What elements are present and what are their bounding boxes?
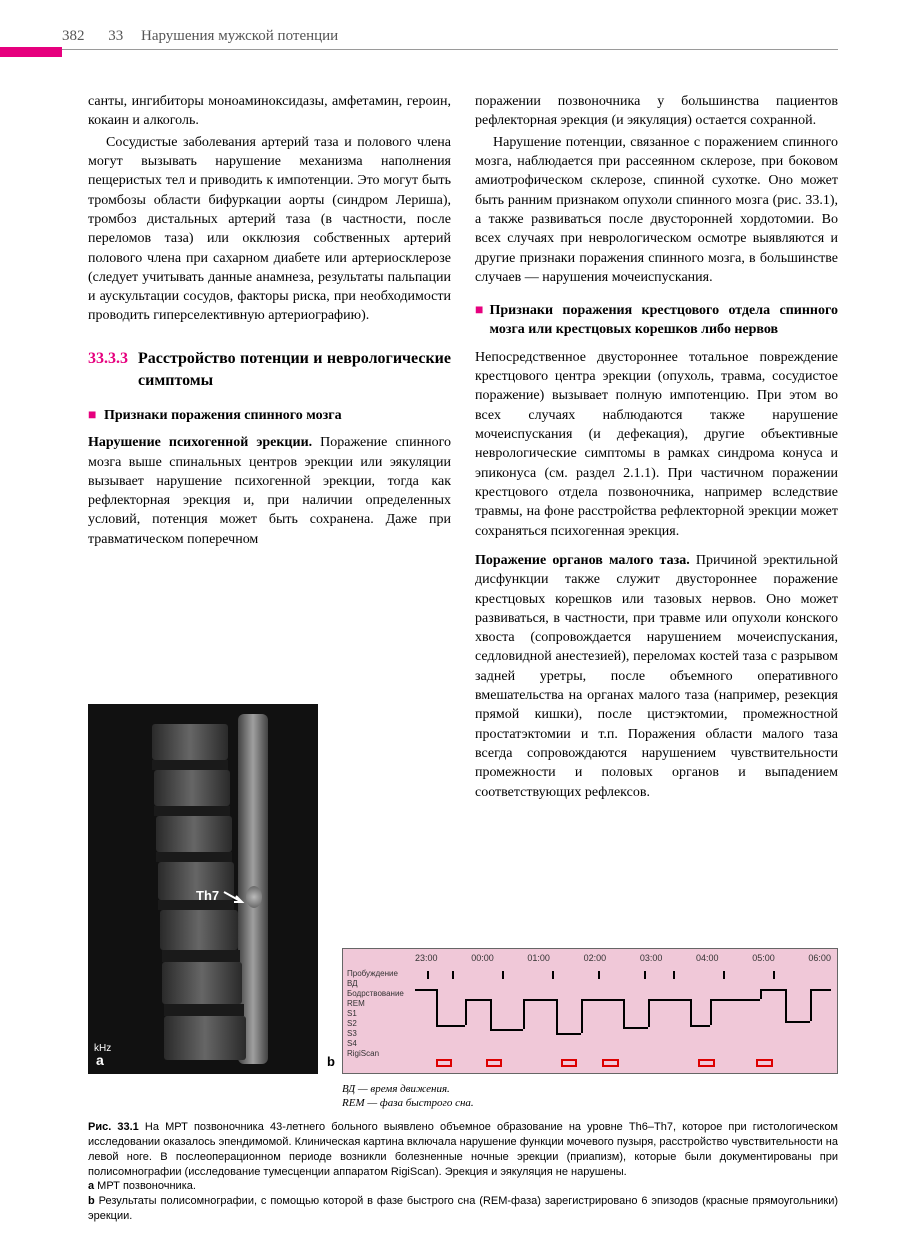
legend-line: REM — фаза быстрого сна.: [342, 1096, 474, 1110]
chart-time-axis: 23:0000:0001:0002:0003:0004:0005:0006:00: [415, 953, 831, 967]
figure-label-b: b: [327, 1054, 335, 1069]
page-header: 382 33 Нарушения мужской потенции: [62, 28, 838, 50]
subsection-title: Признаки поражения спинного мозга: [104, 406, 342, 425]
mri-image: Th7 kHz a: [88, 704, 318, 1074]
bullet-icon: ■: [475, 301, 483, 320]
subsection-heading: ■ Признаки поражения крестцового отдела …: [475, 301, 838, 340]
paragraph: Нарушение потенции, связанное с поражени…: [475, 133, 838, 288]
section-title: Расстройство потенции и неврологические …: [138, 348, 451, 392]
chart-y-labels: ПробуждениеВДБодрствованиеREMS1S2S3S4Rig…: [347, 969, 404, 1059]
polysomnography-chart: 23:0000:0001:0002:0003:0004:0005:0006:00…: [342, 948, 838, 1074]
text-columns: санты, ингибиторы моноаминоксидазы, амфе…: [88, 92, 838, 804]
chart-legend: ВД — время движения. REM — фаза быстрого…: [342, 1082, 474, 1111]
figure-label-a: a: [96, 1052, 104, 1068]
run-in-heading: Нарушение психогенной эрекции.: [88, 435, 312, 450]
paragraph: Нарушение психогенной эрекции. Поражение…: [88, 433, 451, 549]
subsection-title: Признаки поражения крестцового отдела сп…: [489, 301, 838, 340]
paragraph: Непосредственное двустороннее тотальное …: [475, 348, 838, 541]
figure-caption: Рис. 33.1 На МРТ позвоночника 43-летнего…: [88, 1120, 838, 1224]
paragraph: поражении позвоночника у большинства пац…: [475, 92, 838, 131]
chart-plot-area: [415, 969, 831, 1067]
subsection-heading: ■ Признаки поражения спинного мозга: [88, 406, 451, 425]
paragraph: санты, ингибиторы моноаминоксидазы, амфе…: [88, 92, 451, 131]
page-number: 382: [62, 28, 85, 44]
legend-line: ВД — время движения.: [342, 1082, 474, 1096]
mri-th7-label: Th7: [196, 888, 219, 903]
paragraph: Сосудистые заболевания артерий таза и по…: [88, 133, 451, 326]
run-in-heading: Поражение органов малого таза.: [475, 553, 690, 568]
section-heading: 33.3.3 Расстройство потенции и неврологи…: [88, 348, 451, 392]
caption-prefix: Рис. 33.1: [88, 1121, 139, 1133]
bullet-icon: ■: [88, 406, 98, 425]
page-accent-tab: [0, 47, 62, 57]
left-column: санты, ингибиторы моноаминоксидазы, амфе…: [88, 92, 451, 804]
section-number: 33.3.3: [88, 348, 128, 392]
chapter-title: Нарушения мужской потенции: [141, 28, 338, 44]
figure-33-1: Th7 kHz a 23:0000:0001:0002:0003:0004:00…: [88, 704, 838, 1220]
arrow-icon: [222, 888, 248, 906]
chapter-number: 33: [108, 28, 123, 44]
right-column: поражении позвоночника у большинства пац…: [475, 92, 838, 804]
